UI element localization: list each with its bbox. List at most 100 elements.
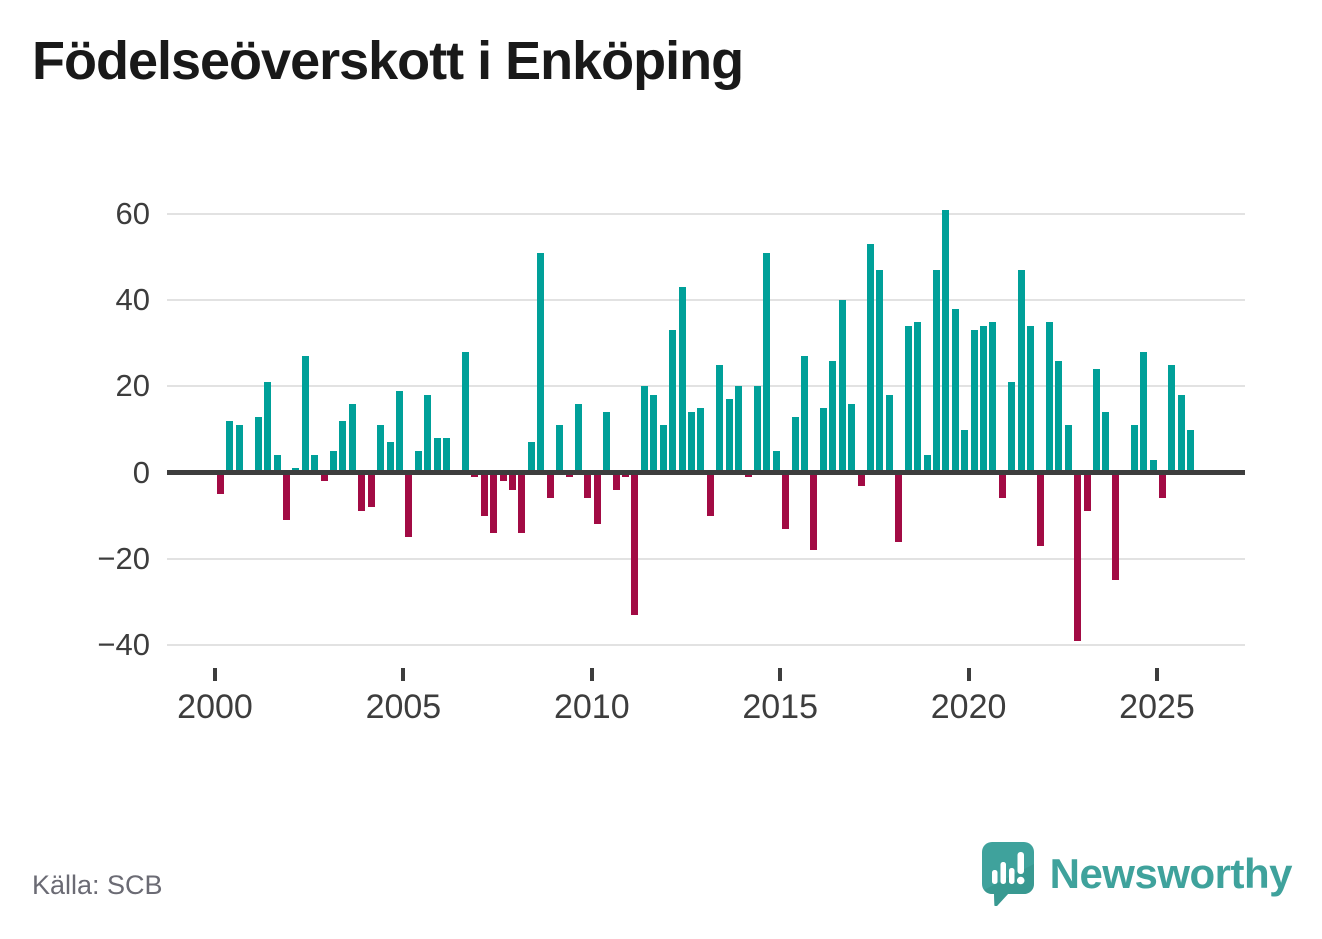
bar-2015q1 (782, 472, 790, 529)
bar-2002q3 (311, 455, 319, 473)
bar-2008q4 (546, 472, 554, 499)
y-axis-labels: 60 40 20 0 −20 −40 (0, 197, 155, 662)
bar-2021q2 (1017, 270, 1025, 473)
bar-2016q3 (838, 300, 846, 473)
y-tick-label-0: 0 (132, 454, 150, 490)
x-tick-label-2005: 2005 (365, 688, 442, 726)
bar-2017q3 (876, 270, 884, 473)
bar-2023q3 (1102, 412, 1110, 473)
bar-2017q2 (866, 244, 874, 473)
bar-2012q4 (697, 407, 705, 473)
bar-2009q4 (584, 472, 592, 499)
bar-2002q4 (320, 472, 328, 482)
newsworthy-logo: Newsworthy (981, 842, 1293, 906)
bar-2006q3 (461, 351, 469, 473)
y-tick-label-40: 40 (115, 282, 150, 318)
bar-2013q3 (725, 399, 733, 473)
page-title: Födelseöverskott i Enköping (32, 31, 744, 91)
y-tick-label--40: −40 (97, 627, 150, 662)
bar-2014q3 (763, 252, 771, 473)
bar-2005q1 (405, 472, 413, 538)
bar-2011q4 (659, 425, 667, 473)
bar-2014q2 (753, 386, 761, 473)
bar-2017q1 (857, 472, 865, 486)
bar-2009q3 (574, 403, 582, 473)
gridline-20 (167, 385, 1245, 388)
bar-2015q3 (801, 356, 809, 473)
bar-2020q4 (998, 472, 1006, 499)
bar-2003q1 (330, 451, 338, 473)
y-tick-label-20: 20 (115, 368, 150, 404)
bar-2021q4 (1036, 472, 1044, 546)
x-tick-label-2010: 2010 (553, 688, 630, 726)
bar-2014q4 (772, 451, 780, 473)
bar-2021q3 (1027, 326, 1035, 473)
gridline-40 (167, 299, 1245, 302)
bar-2024q2 (1130, 425, 1138, 473)
bar-2024q4 (1149, 459, 1157, 473)
newsworthy-wordmark: Newsworthy (1049, 850, 1293, 897)
bar-2015q2 (791, 416, 799, 473)
x-tick-2025 (1155, 668, 1159, 681)
x-tick-label-2015: 2015 (742, 688, 818, 726)
x-tick-2010 (589, 668, 594, 681)
bar-2017q4 (885, 395, 893, 473)
bar-2013q2 (716, 364, 724, 473)
bar-2021q1 (1008, 382, 1016, 473)
bar-2016q4 (848, 403, 856, 473)
bar-2011q2 (640, 386, 648, 473)
bar-2023q4 (1111, 472, 1119, 581)
bar-2025q1 (1159, 472, 1166, 499)
bar-2003q2 (339, 420, 347, 473)
bar-2025q2 (1168, 364, 1176, 473)
gridline--40 (167, 644, 1245, 646)
bar-2000q2 (226, 420, 234, 473)
bar-2018q2 (904, 326, 912, 473)
zero-line (167, 470, 1245, 476)
bar-2018q1 (895, 472, 903, 542)
bar-2012q1 (669, 330, 677, 473)
bar-2019q1 (932, 270, 940, 473)
bar-2011q1 (631, 472, 639, 615)
source-label: Källa: SCB (32, 870, 163, 900)
bar-2007q4 (509, 472, 517, 490)
bar-2019q4 (961, 429, 969, 473)
bar-2001q4 (282, 472, 290, 520)
bar-2015q4 (810, 472, 818, 551)
bar-2007q1 (480, 472, 488, 516)
bar-2024q3 (1140, 351, 1148, 473)
bar-2010q2 (603, 412, 611, 473)
bar-2001q1 (254, 416, 262, 473)
bar-2008q1 (518, 472, 526, 533)
x-tick-2015 (778, 668, 783, 681)
bar-2002q2 (301, 356, 309, 473)
x-tick-2020 (966, 668, 971, 681)
bar-2013q1 (706, 472, 714, 516)
x-tick-label-2020: 2020 (930, 688, 1007, 726)
bar-2018q3 (914, 321, 922, 473)
bar-2023q1 (1083, 472, 1091, 512)
x-tick-2005 (401, 668, 406, 681)
bar-2023q2 (1093, 369, 1101, 473)
plot-area (167, 209, 1245, 646)
x-tick-2000 (213, 668, 217, 681)
bar-2005q4 (433, 438, 441, 473)
bar-2020q3 (989, 321, 997, 473)
bar-chart-speech-bubble-icon (981, 842, 1034, 906)
bar-2018q4 (923, 455, 931, 473)
bar-2007q3 (499, 472, 507, 482)
bar-2008q2 (527, 442, 535, 473)
gridline-60 (167, 213, 1245, 215)
bar-2006q1 (443, 438, 451, 473)
bar-2016q2 (829, 360, 837, 473)
bar-2004q1 (367, 472, 375, 508)
gridline--20 (167, 557, 1245, 560)
bar-2000q3 (235, 425, 243, 473)
bar-2004q4 (395, 390, 403, 473)
bar-2003q3 (348, 403, 356, 473)
bar-2013q4 (735, 386, 743, 473)
bar-2012q3 (688, 412, 695, 473)
x-axis-labels: 2000 2005 2010 2015 2020 2025 (167, 668, 1245, 728)
bar-2000q1 (217, 472, 224, 495)
bar-2005q2 (414, 451, 422, 473)
